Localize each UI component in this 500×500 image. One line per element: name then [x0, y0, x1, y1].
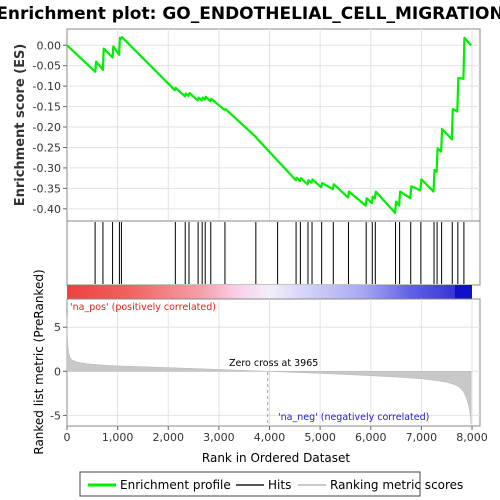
x-tick-label: 7,000: [406, 431, 438, 444]
x-tick-label: 6,000: [355, 431, 387, 444]
enrichment-grid: [67, 29, 480, 221]
x-tick-label: 2,000: [153, 431, 185, 444]
enrichment-y-tick-label: -0.30: [33, 162, 61, 175]
ranked-list-x-ticks: 0 1,000 2,000 3,000 4,000 5,000 6,000 7,000 8,00…: [64, 426, 488, 444]
zero-cross-label: Zero cross at 3965: [229, 358, 318, 369]
ranked-list-y-tick-label: 0: [54, 365, 61, 378]
negative-correlation-label: 'na_neg' (negatively correlated): [278, 412, 429, 423]
ranking-metric-area: [66, 316, 472, 425]
x-tick-label: 8,000: [456, 431, 488, 444]
legend-label-ranking: Ranking metric scores: [330, 478, 463, 492]
enrichment-y-tick-label: -0.15: [33, 101, 61, 114]
hits-area: [66, 220, 481, 286]
enrichment-y-tick-label: -0.40: [33, 203, 61, 216]
x-tick-label: 3,000: [203, 431, 235, 444]
hit-lines: [94, 222, 465, 284]
enrichment-panel: 0.00 -0.05 -0.10 -0.15 -0.20 -0.25 -0.30 -0.35 -…: [13, 28, 481, 222]
enrichment-y-tick-label: 0.00: [37, 39, 62, 52]
enrichment-y-tick-label: -0.20: [33, 121, 61, 134]
ranking-color-bar-end: [455, 285, 472, 299]
legend-label-hits: Hits: [268, 478, 291, 492]
ranked-list-panel: 50-5 0 1,000 2,000 3,000 4,000 5,000 6,000 7,00…: [32, 269, 488, 465]
x-tick-label: 4,000: [254, 431, 286, 444]
enrichment-y-axis-label: Enrichment score (ES): [13, 44, 28, 207]
x-tick-label: 0: [64, 431, 71, 444]
x-axis-label: Rank in Ordered Dataset: [202, 451, 350, 465]
positive-correlation-label: 'na_pos' (positively correlated): [70, 302, 216, 313]
ranked-list-plot-area: [66, 298, 481, 427]
hits-panel: [66, 220, 481, 286]
ranked-list-y-tick-label: 5: [54, 321, 61, 334]
x-tick-label: 1,000: [102, 431, 134, 444]
enrichment-y-ticks: 0.00 -0.05 -0.10 -0.15 -0.20 -0.25 -0.30 -0.35 -…: [33, 39, 67, 216]
enrichment-profile-line: [66, 35, 472, 214]
enrichment-y-tick-label: -0.35: [33, 182, 61, 195]
legend-label-profile: Enrichment profile: [120, 478, 231, 492]
chart-title: Enrichment plot: GO_ENDOTHELIAL_CELL_MIG…: [0, 4, 500, 24]
enrichment-plot-area: [66, 28, 481, 222]
x-tick-label: 5,000: [304, 431, 336, 444]
ranked-list-y-tick-label: -5: [50, 409, 61, 422]
ranked-list-y-axis-label: Ranked list metric (PreRanked): [32, 269, 46, 454]
legend: Enrichment profile Hits Ranking metric s…: [79, 471, 463, 497]
ranked-list-y-ticks: 5 0 -5: [50, 321, 67, 422]
enrichment-y-tick-label: -0.05: [33, 60, 61, 73]
ranking-color-bar: [67, 285, 472, 299]
enrichment-y-tick-label: -0.25: [33, 141, 61, 154]
enrichment-y-tick-label: -0.10: [33, 80, 61, 93]
